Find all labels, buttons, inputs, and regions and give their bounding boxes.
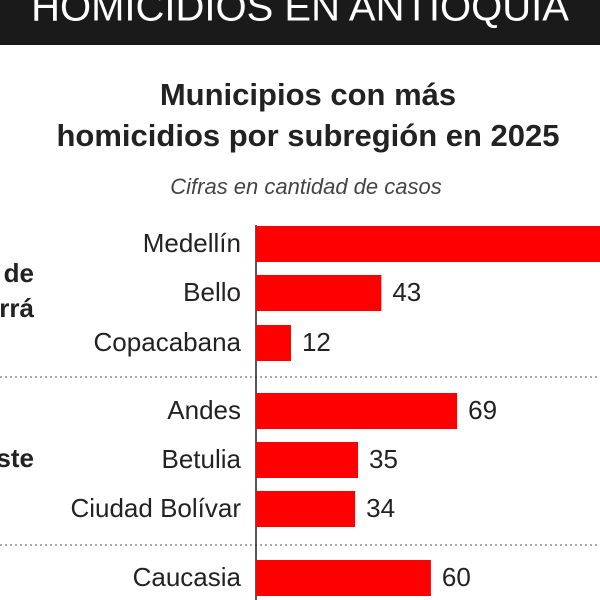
category-label: Bello	[183, 277, 241, 307]
bar	[256, 491, 356, 527]
bar	[256, 393, 458, 429]
bar	[256, 560, 431, 596]
value-label: 35	[369, 444, 398, 474]
header-title: HOMICIDIOS EN ANTIOQUIA	[31, 0, 569, 30]
header-bar	[0, 0, 600, 45]
chart-title: homicidios por subregión en 2025	[57, 118, 560, 153]
value-label: 43	[392, 277, 421, 307]
value-label: 34	[366, 493, 395, 523]
category-label: Copacabana	[94, 327, 242, 357]
bar	[256, 442, 359, 478]
bar	[256, 325, 291, 361]
category-label: Caucasia	[133, 562, 242, 592]
bar	[256, 226, 600, 262]
group-label: ste	[0, 443, 34, 473]
value-label: 69	[468, 395, 497, 425]
value-label: 60	[442, 562, 471, 592]
chart-title: Municipios con más	[160, 77, 456, 112]
category-label: Andes	[167, 395, 241, 425]
category-label: Medellín	[143, 228, 241, 258]
category-label: Betulia	[162, 444, 242, 474]
value-label: 12	[302, 327, 331, 357]
bar	[256, 275, 382, 311]
chart-subtitle: Cifras en cantidad de casos	[170, 174, 442, 199]
group-label: rrá	[0, 293, 35, 323]
group-label: de	[4, 258, 34, 288]
category-label: Ciudad Bolívar	[70, 493, 241, 523]
